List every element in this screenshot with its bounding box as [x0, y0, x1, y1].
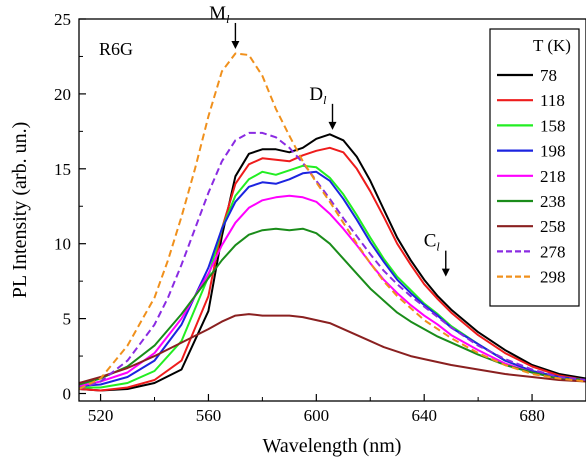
- x-axis-label: Wavelength (nm): [263, 435, 402, 457]
- annotation-label: Dl: [309, 84, 327, 107]
- annotation-arrow-head: [441, 268, 450, 277]
- legend-entry-118: 118: [497, 91, 565, 110]
- y-tick-label: 20: [54, 85, 71, 104]
- legend-entry-78: 78: [497, 66, 557, 85]
- legend-label: 218: [540, 167, 566, 186]
- sample-label: R6G: [99, 39, 133, 59]
- x-tick-label: 520: [88, 406, 114, 425]
- legend-entry-158: 158: [497, 116, 566, 135]
- x-tick-label: 640: [411, 406, 437, 425]
- legend-entry-278: 278: [497, 242, 566, 261]
- y-tick-label: 5: [63, 310, 72, 329]
- x-tick-label: 680: [519, 406, 545, 425]
- series-line-238: [79, 227, 586, 386]
- series-line-278: [79, 131, 586, 390]
- series-line-118: [79, 146, 586, 392]
- y-axis-label: PL Intensity (arb. un.): [9, 122, 31, 298]
- x-axis: 520 560 600 640 680: [88, 394, 586, 425]
- legend-label: 78: [540, 66, 557, 85]
- annotation-M: Ml: [209, 3, 240, 49]
- x-tick-label: 560: [196, 406, 222, 425]
- legend-entry-238: 238: [497, 192, 566, 211]
- legend-label: 258: [540, 217, 566, 236]
- legend-box: [489, 28, 580, 307]
- legend-label: 118: [540, 91, 565, 110]
- legend-entry-258: 258: [497, 217, 566, 236]
- y-tick-label: 10: [54, 235, 71, 254]
- legend-label: 238: [540, 192, 566, 211]
- annotation-D: Dl: [309, 84, 337, 130]
- y-tick-label: 25: [54, 10, 71, 29]
- legend-entry-218: 218: [497, 167, 566, 186]
- legend: T (K) 78 118 158 198 218 238 258 278 298: [489, 28, 580, 307]
- annotation-C: Cl: [424, 231, 450, 277]
- y-tick-label: 0: [63, 385, 72, 404]
- legend-label: 298: [540, 268, 566, 287]
- legend-entry-198: 198: [497, 142, 566, 161]
- y-axis: 0 5 10 15 20 25: [54, 10, 86, 404]
- annotation-arrow-head: [231, 40, 240, 49]
- series-line-78: [79, 133, 586, 392]
- legend-label: 198: [540, 142, 566, 161]
- y-tick-label: 15: [54, 160, 71, 179]
- annotation-arrow-head: [328, 121, 337, 130]
- legend-label: 158: [540, 116, 566, 135]
- legend-entry-298: 298: [497, 268, 566, 287]
- legend-title: T (K): [533, 36, 571, 55]
- series-line-258: [79, 313, 586, 384]
- peak-annotations: Ml Dl Cl: [209, 3, 450, 277]
- legend-label: 278: [540, 242, 566, 261]
- series-layer: [79, 52, 586, 392]
- annotation-label: Ml: [209, 3, 230, 26]
- annotation-label: Cl: [424, 231, 441, 254]
- x-tick-label: 600: [304, 406, 330, 425]
- plot-frame: [78, 18, 586, 402]
